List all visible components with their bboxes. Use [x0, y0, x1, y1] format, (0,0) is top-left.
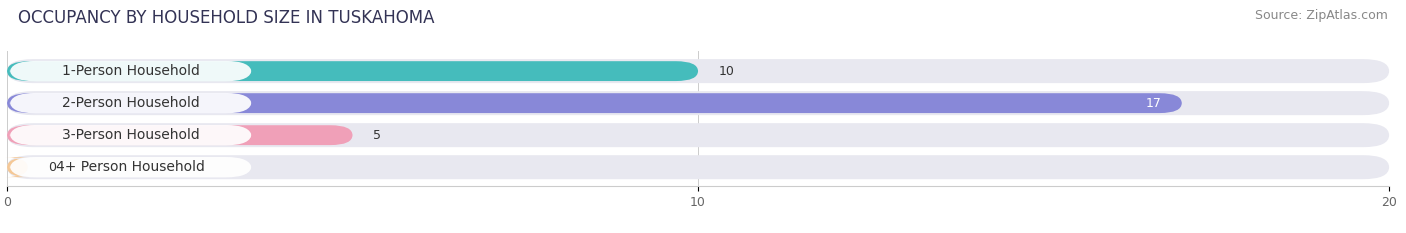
- Text: 5: 5: [373, 129, 381, 142]
- Text: OCCUPANCY BY HOUSEHOLD SIZE IN TUSKAHOMA: OCCUPANCY BY HOUSEHOLD SIZE IN TUSKAHOMA: [18, 9, 434, 27]
- Text: 0: 0: [48, 161, 56, 174]
- FancyBboxPatch shape: [7, 91, 1389, 115]
- FancyBboxPatch shape: [6, 157, 30, 177]
- FancyBboxPatch shape: [7, 155, 1389, 179]
- FancyBboxPatch shape: [10, 125, 252, 145]
- FancyBboxPatch shape: [7, 123, 1389, 147]
- FancyBboxPatch shape: [7, 59, 1389, 83]
- Text: 17: 17: [1146, 97, 1161, 110]
- Text: 2-Person Household: 2-Person Household: [62, 96, 200, 110]
- FancyBboxPatch shape: [10, 61, 252, 81]
- FancyBboxPatch shape: [7, 125, 353, 145]
- Text: 4+ Person Household: 4+ Person Household: [56, 160, 205, 174]
- FancyBboxPatch shape: [7, 61, 697, 81]
- FancyBboxPatch shape: [7, 93, 1182, 113]
- FancyBboxPatch shape: [10, 93, 252, 113]
- Text: 10: 10: [718, 65, 735, 78]
- FancyBboxPatch shape: [10, 157, 252, 177]
- Text: 1-Person Household: 1-Person Household: [62, 64, 200, 78]
- Text: 3-Person Household: 3-Person Household: [62, 128, 200, 142]
- Text: Source: ZipAtlas.com: Source: ZipAtlas.com: [1254, 9, 1388, 22]
